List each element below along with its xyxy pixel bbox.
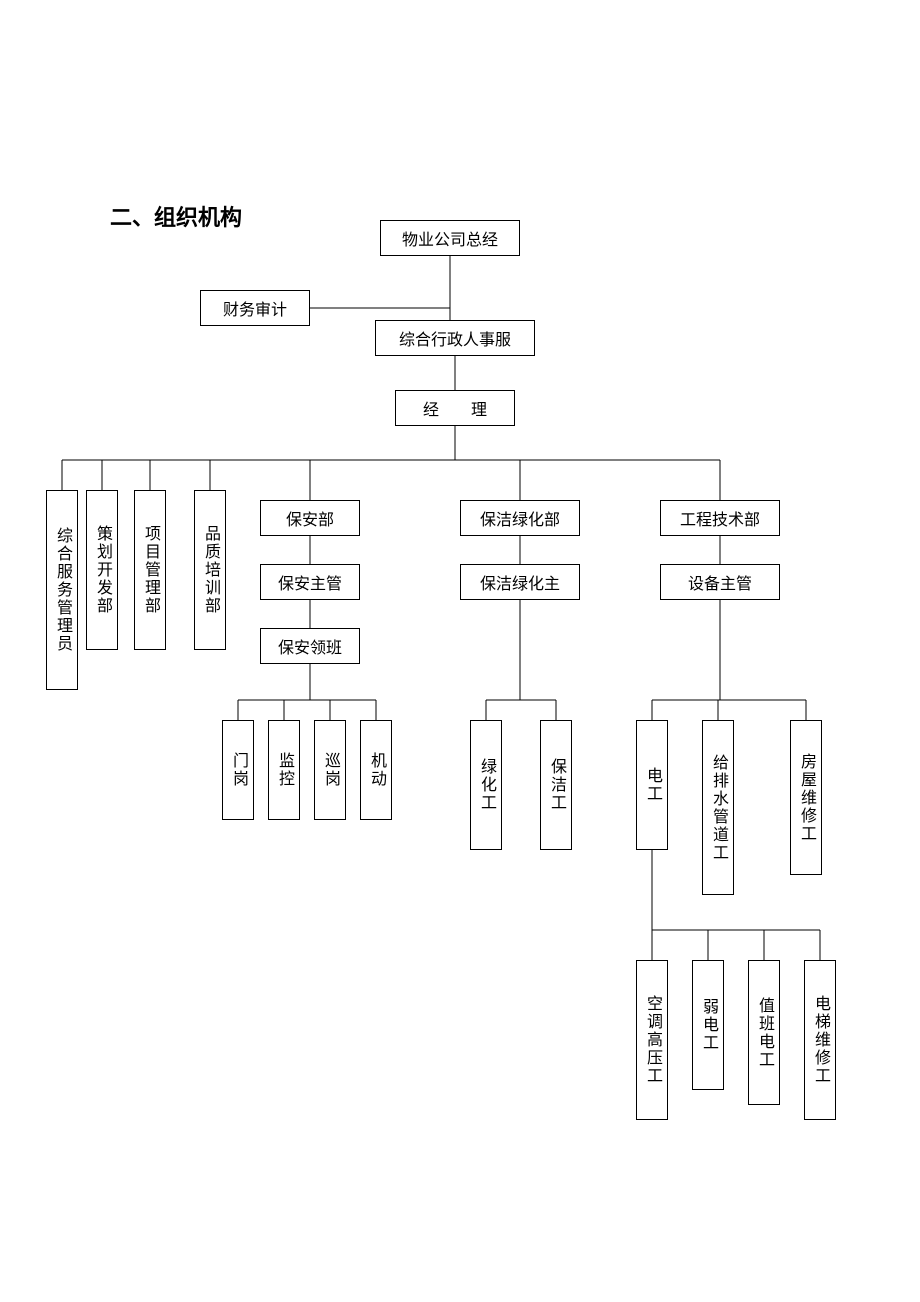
org-node-n3: 综合行政人事服 (375, 320, 535, 356)
org-node-n27: 值班电工 (748, 960, 780, 1105)
org-node-n16: 门岗 (222, 720, 254, 820)
org-node-n24: 房屋维修工 (790, 720, 822, 875)
org-node-n23: 给排水管道工 (702, 720, 734, 895)
org-node-n22: 电工 (636, 720, 668, 850)
org-node-n11: 工程技术部 (660, 500, 780, 536)
org-node-n15: 保安领班 (260, 628, 360, 664)
org-node-n13: 保洁绿化主 (460, 564, 580, 600)
org-node-n1: 物业公司总经 (380, 220, 520, 256)
org-node-n10: 保洁绿化部 (460, 500, 580, 536)
org-node-n20: 绿化工 (470, 720, 502, 850)
org-node-n14: 设备主管 (660, 564, 780, 600)
org-node-n5: 综合服务管理员 (46, 490, 78, 690)
org-node-n19: 机动 (360, 720, 392, 820)
org-node-n2: 财务审计 (200, 290, 310, 326)
org-node-n9: 保安部 (260, 500, 360, 536)
org-node-n28: 电梯维修工 (804, 960, 836, 1120)
org-node-n21: 保洁工 (540, 720, 572, 850)
org-node-n26: 弱电工 (692, 960, 724, 1090)
org-node-n25: 空调高压工 (636, 960, 668, 1120)
org-node-n8: 品质培训部 (194, 490, 226, 650)
org-chart-connectors (0, 0, 920, 1302)
org-node-n4: 经 理 (395, 390, 515, 426)
section-title: 二、组织机构 (110, 200, 242, 232)
org-node-n17: 监控 (268, 720, 300, 820)
org-node-n7: 项目管理部 (134, 490, 166, 650)
org-node-n6: 策划开发部 (86, 490, 118, 650)
org-node-n18: 巡岗 (314, 720, 346, 820)
org-node-n12: 保安主管 (260, 564, 360, 600)
